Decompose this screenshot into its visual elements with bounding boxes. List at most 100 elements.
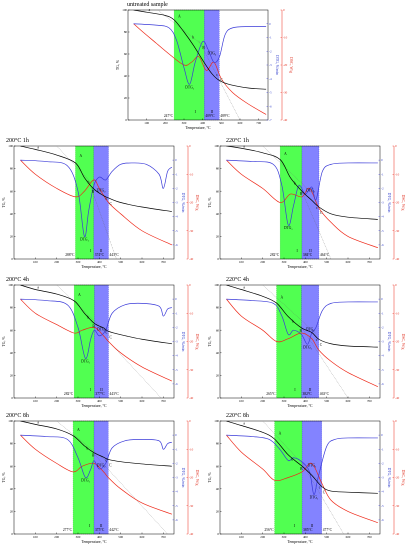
- panel-title: 220°C 1h: [226, 138, 249, 144]
- zone-blue: [94, 284, 109, 399]
- point-label: A: [281, 295, 284, 299]
- x-tick-label: 600: [140, 399, 145, 403]
- dtg-peak-label: DTG1: [80, 237, 89, 242]
- dtg-curve: [226, 434, 378, 495]
- dtg-peak-label: DTG2: [97, 327, 106, 332]
- dsc-tick-label: -30: [395, 368, 400, 372]
- dtg-tick-label: 0: [175, 158, 177, 162]
- tg-curve: [133, 10, 267, 90]
- tg-curve: [20, 146, 172, 212]
- x-tick-label: 100: [33, 260, 38, 264]
- zone-label: II: [309, 249, 312, 253]
- tg-tick-label: 0: [217, 396, 219, 400]
- tg-tick-label: 100: [214, 144, 219, 148]
- zone-label: I: [89, 524, 91, 528]
- point-label: B: [92, 190, 95, 194]
- x-tick-label: 400: [200, 121, 205, 125]
- dtg-tick-label: -1: [269, 36, 272, 40]
- point-label: b: [192, 36, 194, 40]
- dtg-tick-label: -2: [381, 186, 384, 190]
- dsc-curve: [20, 298, 173, 382]
- dtg-peak-label: DTG2: [97, 188, 106, 193]
- dtg-tick-label: 0: [381, 433, 383, 437]
- x-tick-label: 500: [118, 399, 123, 403]
- dtg-tick-label: -2: [175, 186, 178, 190]
- dtg-tick-label: -6: [175, 382, 178, 386]
- temperature-label: 374°C: [95, 253, 105, 257]
- chart-panel-220c-8h: 220°C 8h 100 200 300 400 500 600 700 Temperatur…: [206, 413, 406, 548]
- dtg-tick-label: -4: [175, 354, 178, 358]
- dsc-curve: [226, 159, 378, 249]
- dtg-tick-label: -1: [175, 447, 178, 451]
- dtg-curve: [226, 159, 378, 226]
- dtg-tick-label: -4: [381, 490, 384, 494]
- temperature-label: 256°C: [264, 528, 274, 532]
- x-tick-label: 300: [76, 260, 81, 264]
- tg-tick-label: 60: [216, 328, 220, 332]
- dsc-tick-label: -20: [189, 340, 194, 344]
- point-label: A: [77, 428, 80, 432]
- x-tick-label: 200: [260, 260, 265, 264]
- tg-tick-label: 40: [124, 74, 128, 78]
- zone-label: II: [311, 524, 314, 528]
- x-tick-label: 400: [97, 260, 102, 264]
- x-tick-label: 700: [161, 399, 166, 403]
- temperature-label: 409°C: [205, 114, 215, 118]
- zone-green: [75, 145, 94, 260]
- tangent-line: [298, 323, 349, 398]
- dsc-tick-label: -10: [395, 447, 400, 451]
- zone-label: II: [211, 110, 214, 114]
- x-tick-label: 100: [33, 399, 38, 403]
- dsc-axis-label: DSC, W/g: [400, 470, 405, 486]
- tg-tick-label: 40: [216, 351, 220, 355]
- dtg-tick-label: 0: [175, 297, 177, 301]
- point-label: B: [92, 454, 95, 458]
- zone-label: II: [100, 388, 103, 392]
- temperature-label: 282°C: [64, 392, 74, 396]
- x-tick-label: 400: [303, 535, 308, 539]
- tg-tick-label: 0: [11, 257, 13, 261]
- tg-axis-label: TG, %: [208, 336, 213, 347]
- point-label: c: [106, 330, 108, 334]
- tg-tick-label: 80: [124, 30, 128, 34]
- x-axis-label: Temperature, °C: [287, 404, 313, 409]
- point-label: a: [37, 420, 39, 424]
- dsc-tick-label: 0: [283, 8, 285, 12]
- tg-tick-label: 60: [10, 328, 14, 332]
- point-label: b: [87, 315, 89, 319]
- panel-title: 220°C 8h: [226, 413, 249, 419]
- x-axis-label: Temperature, °C: [81, 404, 107, 409]
- x-tick-label: 100: [144, 121, 149, 125]
- dtg-tick-label: -3: [381, 476, 384, 480]
- dsc-axis-label: DSC, W/g: [194, 334, 199, 350]
- tangent-line: [90, 450, 168, 534]
- temperature-label: 282°C: [270, 253, 280, 257]
- temperature-label: 489°C: [220, 114, 230, 118]
- dsc-tick-label: 0: [189, 144, 191, 148]
- tg-tick-label: 100: [8, 283, 13, 287]
- chart-panel-200c-4h: 200°C 4h 100 200 300 400 500 600 700 Temperatur…: [0, 277, 200, 412]
- x-axis-label: Temperature, °C: [81, 540, 107, 545]
- dtg-tick-label: -4: [175, 215, 178, 219]
- zone-green: [173, 9, 205, 121]
- tg-tick-label: 0: [11, 532, 13, 536]
- dsc-tick-label: -30: [395, 229, 400, 233]
- temperature-label: 385°C: [303, 528, 313, 532]
- dtg-tick-label: 0: [175, 433, 177, 437]
- dtg-axis-label: DTG, %/min: [386, 193, 391, 213]
- x-tick-label: 200: [54, 535, 59, 539]
- tg-tick-label: 80: [216, 167, 220, 171]
- x-axis-label: Temperature, °C: [287, 265, 313, 270]
- temperature-label: 382°C: [302, 392, 312, 396]
- point-label: b: [292, 319, 294, 323]
- chart-panel-200c-1h: 200°C 1h 100 200 300 400 500 600 700 Temperatur…: [0, 138, 200, 273]
- tg-tick-label: 80: [10, 442, 14, 446]
- dsc-tick-label: -40: [395, 532, 400, 536]
- zone-green: [74, 284, 95, 399]
- point-label: a: [37, 145, 39, 149]
- dtg-tick-label: -1: [175, 172, 178, 176]
